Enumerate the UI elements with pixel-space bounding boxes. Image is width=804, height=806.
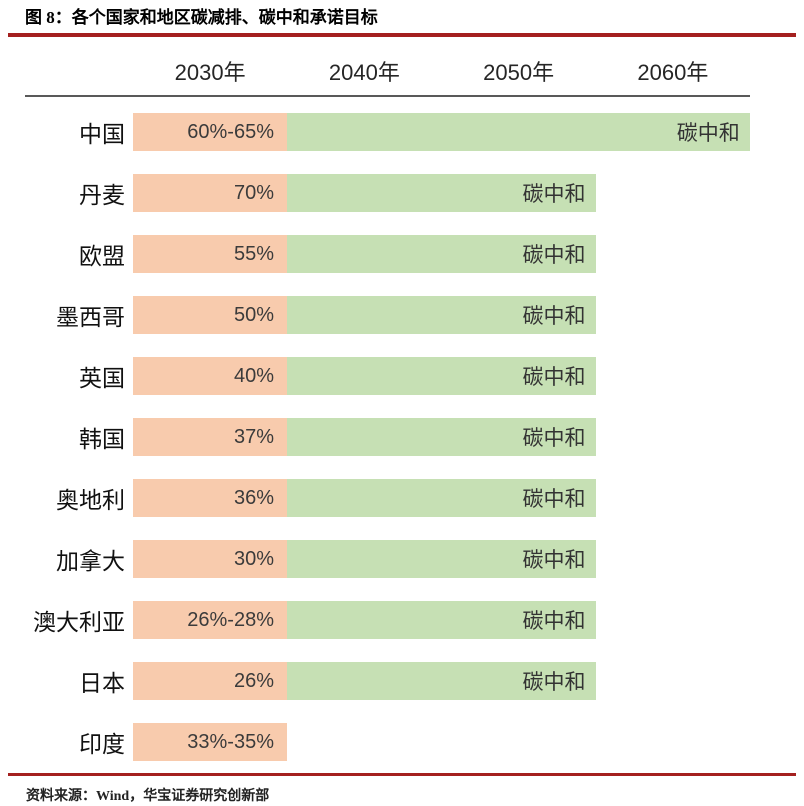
carbon-neutral-label: 碳中和	[676, 122, 740, 145]
country-label: 澳大利亚	[33, 609, 125, 635]
carbon-neutral-bar: 碳中和	[287, 662, 596, 700]
reduction-target-value: 70%	[233, 181, 274, 204]
reduction-target-bar: 26%	[133, 662, 287, 700]
reduction-target-bar: 60%-65%	[133, 113, 287, 151]
chart-row: 丹麦 70% 碳中和	[25, 174, 750, 212]
carbon-neutral-label: 碳中和	[522, 549, 586, 572]
country-label: 印度	[79, 731, 125, 757]
carbon-neutral-label: 碳中和	[522, 305, 586, 328]
title-rule	[8, 33, 796, 37]
country-label: 奥地利	[56, 487, 125, 513]
reduction-target-value: 36%	[233, 486, 274, 509]
reduction-target-bar: 36%	[133, 479, 287, 517]
country-label: 墨西哥	[56, 304, 125, 330]
reduction-target-value: 33%-35%	[187, 730, 274, 753]
reduction-target-value: 37%	[233, 425, 274, 448]
year-header-2060: 2060年	[637, 60, 709, 85]
country-label: 加拿大	[56, 548, 125, 574]
country-label: 日本	[79, 670, 125, 696]
country-label: 韩国	[79, 426, 125, 452]
reduction-target-value: 50%	[233, 303, 274, 326]
country-label: 中国	[79, 121, 125, 147]
chart-row: 加拿大 30% 碳中和	[25, 540, 750, 578]
bottom-rule	[8, 773, 796, 776]
carbon-neutral-bar: 碳中和	[287, 174, 596, 212]
carbon-neutral-bar: 碳中和	[287, 357, 596, 395]
reduction-target-bar: 33%-35%	[133, 723, 287, 761]
chart-row: 印度 33%-35%	[25, 723, 750, 761]
reduction-target-bar: 40%	[133, 357, 287, 395]
reduction-target-value: 30%	[233, 547, 274, 570]
chart-row: 奥地利 36% 碳中和	[25, 479, 750, 517]
year-header-2030: 2030年	[174, 60, 246, 85]
reduction-target-bar: 70%	[133, 174, 287, 212]
year-header-row: 2030年 2040年 2050年 2060年	[25, 37, 750, 95]
country-label: 丹麦	[79, 182, 125, 208]
chart-row: 中国 60%-65% 碳中和	[25, 113, 750, 151]
carbon-neutral-label: 碳中和	[522, 610, 586, 633]
chart-row: 韩国 37% 碳中和	[25, 418, 750, 456]
carbon-neutral-bar: 碳中和	[287, 540, 596, 578]
carbon-neutral-label: 碳中和	[522, 488, 586, 511]
source-text: Wind，华宝证券研究创新部	[96, 789, 270, 804]
carbon-neutral-bar: 碳中和	[287, 113, 750, 151]
reduction-target-value: 26%	[233, 669, 274, 692]
figure-title: 图 8：各个国家和地区碳减排、碳中和承诺目标	[25, 8, 378, 27]
year-header-2050: 2050年	[483, 60, 555, 85]
chart-rows: 中国 60%-65% 碳中和 丹麦 70% 碳中和 欧盟 55% 碳中和 墨西哥 50% 碳中和 英国 4…	[25, 97, 750, 761]
carbon-neutral-bar: 碳中和	[287, 601, 596, 639]
reduction-target-value: 55%	[233, 242, 274, 265]
carbon-neutral-label: 碳中和	[522, 427, 586, 450]
reduction-target-bar: 55%	[133, 235, 287, 273]
carbon-neutral-bar: 碳中和	[287, 235, 596, 273]
header-rule	[25, 95, 750, 97]
carbon-neutral-bar: 碳中和	[287, 479, 596, 517]
carbon-target-chart: 2030年 2040年 2050年 2060年 中国 60%-65% 碳中和 丹麦 70…	[25, 37, 750, 761]
chart-row: 墨西哥 50% 碳中和	[25, 296, 750, 334]
reduction-target-bar: 50%	[133, 296, 287, 334]
carbon-neutral-label: 碳中和	[522, 183, 586, 206]
chart-row: 澳大利亚 26%-28% 碳中和	[25, 601, 750, 639]
year-header-2040: 2040年	[328, 60, 400, 85]
carbon-neutral-label: 碳中和	[522, 671, 586, 694]
chart-row: 日本 26% 碳中和	[25, 662, 750, 700]
carbon-neutral-bar: 碳中和	[287, 418, 596, 456]
reduction-target-bar: 37%	[133, 418, 287, 456]
reduction-target-value: 60%-65%	[187, 120, 274, 143]
carbon-neutral-label: 碳中和	[522, 244, 586, 267]
reduction-target-value: 40%	[233, 364, 274, 387]
chart-row: 英国 40% 碳中和	[25, 357, 750, 395]
country-label: 欧盟	[79, 243, 125, 269]
reduction-target-bar: 26%-28%	[133, 601, 287, 639]
country-label: 英国	[79, 365, 125, 391]
carbon-neutral-label: 碳中和	[522, 366, 586, 389]
carbon-neutral-bar: 碳中和	[287, 296, 596, 334]
reduction-target-bar: 30%	[133, 540, 287, 578]
source-label: 资料来源：	[26, 789, 96, 804]
source-note: 资料来源：Wind，华宝证券研究创新部	[26, 785, 804, 805]
reduction-target-value: 26%-28%	[187, 608, 274, 631]
chart-row: 欧盟 55% 碳中和	[25, 235, 750, 273]
